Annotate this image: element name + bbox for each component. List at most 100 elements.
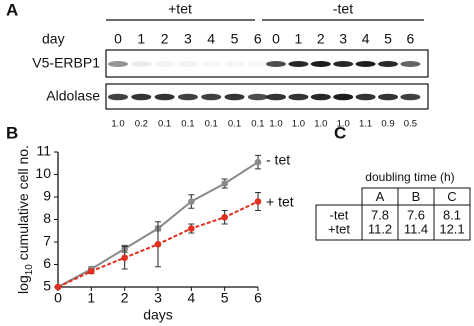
panel-label: A: [6, 0, 18, 19]
quantification: 1.0: [292, 119, 305, 130]
band: [224, 93, 245, 101]
data-point: [188, 225, 195, 232]
day-number: 5: [384, 31, 392, 47]
band: [333, 61, 354, 67]
band: [400, 61, 421, 67]
x-tick-label: 0: [54, 290, 62, 306]
x-tick-label: 3: [154, 290, 162, 306]
band: [154, 61, 175, 67]
band: [355, 61, 376, 67]
band: [201, 61, 222, 67]
day-number: 4: [362, 31, 370, 47]
band: [131, 93, 152, 101]
y-tick-label: 6: [43, 255, 51, 271]
band: [177, 93, 198, 101]
band: [310, 61, 331, 67]
day-label: day: [42, 31, 65, 47]
quantification: 0.1: [251, 119, 264, 130]
band: [400, 93, 421, 101]
day-number: 3: [184, 31, 192, 47]
panel-label: C: [334, 123, 346, 142]
y-tick-label: 9: [43, 188, 51, 204]
x-tick-label: 6: [254, 290, 262, 306]
band: [310, 93, 331, 101]
table-row-label: +tet: [328, 221, 350, 236]
table-header: A: [376, 189, 385, 204]
day-number: 6: [407, 31, 415, 47]
quantification: 1.0: [269, 119, 282, 130]
row-label: V5-ERBP1: [32, 55, 100, 71]
table-cell: 11.4: [404, 221, 428, 236]
table-header: C: [447, 189, 456, 204]
panel-label: B: [6, 123, 18, 142]
table-cell: 11.2: [368, 221, 392, 236]
day-number: 2: [317, 31, 325, 47]
quantification: 0.1: [181, 119, 194, 130]
data-point: [221, 213, 228, 221]
quantification: 1.0: [337, 119, 350, 130]
band: [266, 93, 286, 101]
y-axis-label-part: cumulative cell no.: [15, 145, 31, 264]
band: [247, 93, 268, 101]
quantification: 0.9: [381, 119, 394, 130]
y-axis-label: log10 cumulative cell no.: [15, 145, 35, 294]
table-title: doubling time (h): [365, 170, 454, 184]
y-tick-label: 7: [43, 233, 51, 249]
band: [201, 93, 222, 101]
table-header: B: [412, 189, 421, 204]
series-label: + tet: [266, 194, 294, 210]
band: [266, 61, 286, 67]
quantification: 0.1: [228, 119, 241, 130]
x-tick-label: 5: [221, 290, 229, 306]
data-point: [254, 158, 262, 166]
band: [355, 93, 376, 101]
day-number: 1: [295, 31, 303, 47]
data-point: [254, 198, 262, 205]
y-tick-label: 11: [36, 143, 51, 159]
table-cell: 7.8: [371, 207, 389, 222]
x-tick-label: 1: [87, 290, 95, 306]
row-label: Aldolase: [46, 88, 100, 104]
x-axis-label: days: [143, 307, 173, 323]
day-number: 2: [161, 31, 169, 47]
y-axis-label-part: log: [15, 275, 31, 294]
data-point: [221, 180, 228, 187]
band: [108, 61, 128, 67]
group-label: -tet: [333, 1, 353, 17]
table-cell: 12.1: [439, 221, 464, 236]
data-point: [88, 267, 95, 275]
data-point: [121, 254, 128, 262]
data-point: [54, 283, 62, 291]
quantification: 0.2: [135, 119, 148, 130]
series-label: - tet: [266, 152, 290, 168]
table-row-label: -tet: [330, 207, 349, 222]
band: [378, 93, 398, 101]
day-number: 4: [207, 31, 215, 47]
day-number: 1: [137, 31, 145, 47]
y-tick-label: 8: [43, 210, 51, 226]
day-number: 0: [114, 31, 122, 47]
day-number: 5: [231, 31, 239, 47]
quantification: 1.0: [111, 119, 124, 130]
y-axis-label-part: 10: [24, 264, 35, 276]
table-cell: 8.1: [443, 207, 461, 222]
quantification: 0.5: [404, 119, 417, 130]
quantification: 0.1: [158, 119, 171, 130]
band: [154, 93, 175, 101]
band: [378, 61, 398, 67]
day-number: 0: [272, 31, 280, 47]
group-label: +tet: [168, 1, 192, 17]
band: [288, 61, 309, 67]
band: [131, 61, 152, 67]
band: [333, 93, 354, 101]
day-number: 6: [254, 31, 262, 47]
day-number: 3: [339, 31, 347, 47]
y-tick-label: 10: [35, 165, 51, 181]
quantification: 1.1: [359, 119, 372, 130]
band: [288, 93, 309, 101]
band: [224, 61, 245, 67]
data-point: [154, 240, 162, 248]
table-cell: 7.6: [407, 207, 425, 222]
y-tick-label: 5: [43, 278, 51, 294]
